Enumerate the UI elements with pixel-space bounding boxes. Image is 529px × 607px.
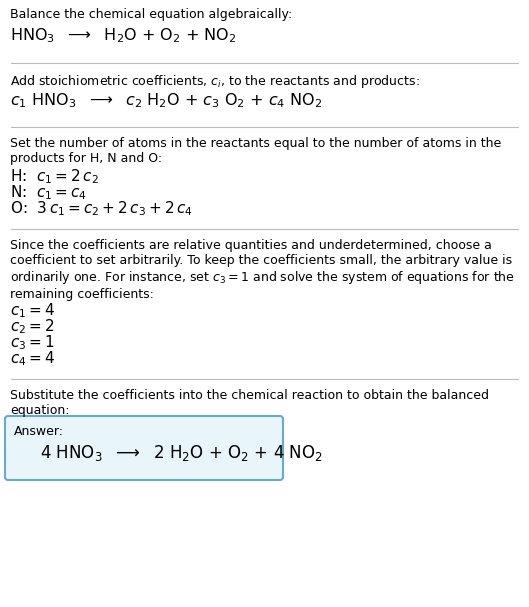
Text: Since the coefficients are relative quantities and underdetermined, choose a
coe: Since the coefficients are relative quan… bbox=[10, 239, 515, 302]
Text: Answer:: Answer: bbox=[14, 425, 64, 438]
Text: H:  $c_1 = 2\,c_2$: H: $c_1 = 2\,c_2$ bbox=[10, 167, 99, 186]
Text: Set the number of atoms in the reactants equal to the number of atoms in the
pro: Set the number of atoms in the reactants… bbox=[10, 137, 501, 165]
Text: $c_1 = 4$: $c_1 = 4$ bbox=[10, 301, 55, 320]
FancyBboxPatch shape bbox=[5, 416, 283, 480]
Text: $c_3 = 1$: $c_3 = 1$ bbox=[10, 333, 54, 351]
Text: HNO$_3$  $\longrightarrow$  H$_2$O + O$_2$ + NO$_2$: HNO$_3$ $\longrightarrow$ H$_2$O + O$_2$… bbox=[10, 26, 236, 45]
Text: $c_2 = 2$: $c_2 = 2$ bbox=[10, 317, 54, 336]
Text: Add stoichiometric coefficients, $c_i$, to the reactants and products:: Add stoichiometric coefficients, $c_i$, … bbox=[10, 73, 420, 90]
Text: $c_4 = 4$: $c_4 = 4$ bbox=[10, 349, 55, 368]
Text: 4 HNO$_3$  $\longrightarrow$  2 H$_2$O + O$_2$ + 4 NO$_2$: 4 HNO$_3$ $\longrightarrow$ 2 H$_2$O + O… bbox=[40, 443, 323, 463]
Text: N:  $c_1 = c_4$: N: $c_1 = c_4$ bbox=[10, 183, 87, 202]
Text: O:  $3\,c_1 = c_2 + 2\,c_3 + 2\,c_4$: O: $3\,c_1 = c_2 + 2\,c_3 + 2\,c_4$ bbox=[10, 199, 193, 218]
Text: $c_1$ HNO$_3$  $\longrightarrow$  $c_2$ H$_2$O + $c_3$ O$_2$ + $c_4$ NO$_2$: $c_1$ HNO$_3$ $\longrightarrow$ $c_2$ H$… bbox=[10, 91, 322, 110]
Text: Substitute the coefficients into the chemical reaction to obtain the balanced
eq: Substitute the coefficients into the che… bbox=[10, 389, 489, 417]
Text: Balance the chemical equation algebraically:: Balance the chemical equation algebraica… bbox=[10, 8, 292, 21]
